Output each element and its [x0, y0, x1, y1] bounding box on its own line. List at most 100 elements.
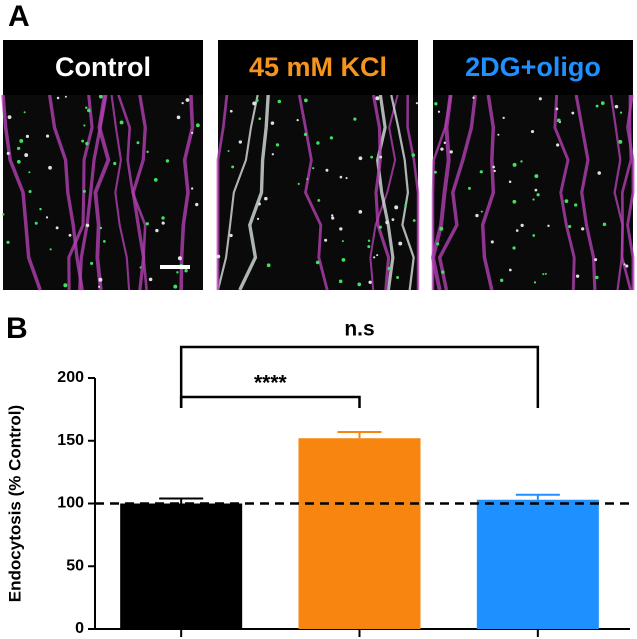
puncta — [475, 213, 479, 218]
neurites — [1, 94, 200, 291]
puncta — [532, 198, 535, 201]
puncta — [602, 222, 607, 227]
puncta — [600, 101, 605, 105]
neurite — [437, 94, 478, 291]
puncta — [195, 123, 200, 128]
puncta — [216, 254, 221, 259]
puncta — [575, 274, 580, 278]
puncta — [303, 132, 308, 136]
neurite — [480, 94, 496, 291]
panel-label: A — [8, 0, 30, 33]
neurite — [117, 94, 148, 291]
puncta — [238, 140, 242, 144]
puncta — [16, 146, 21, 151]
puncta — [440, 147, 444, 151]
puncta — [45, 216, 49, 219]
puncta — [376, 254, 379, 257]
puncta — [146, 150, 149, 154]
neurite — [216, 94, 259, 291]
puncta — [81, 139, 85, 143]
puncta — [229, 233, 233, 238]
scale-bar — [160, 265, 190, 269]
puncta — [375, 96, 380, 101]
puncta — [391, 218, 395, 222]
neurite — [626, 94, 635, 290]
puncta — [270, 121, 275, 125]
puncta — [597, 171, 602, 175]
puncta — [594, 258, 598, 262]
puncta — [16, 159, 21, 164]
puncta — [255, 98, 259, 103]
puncta — [82, 189, 86, 193]
puncta — [515, 229, 519, 232]
puncta — [45, 134, 50, 138]
neurite — [553, 94, 576, 291]
puncta — [623, 263, 626, 266]
puncta — [373, 256, 376, 259]
neurite — [406, 94, 420, 290]
puncta — [277, 99, 282, 104]
puncta — [87, 108, 91, 113]
puncta — [547, 224, 550, 228]
puncta — [304, 98, 308, 103]
panel-label: B — [6, 312, 28, 345]
image-title: Control — [55, 52, 151, 82]
puncta — [102, 240, 106, 243]
puncta — [493, 169, 496, 173]
bar — [120, 503, 243, 629]
puncta — [28, 189, 32, 194]
puncta — [536, 193, 540, 197]
puncta — [441, 270, 445, 274]
puncta — [98, 277, 103, 282]
puncta — [258, 202, 261, 206]
puncta — [331, 216, 335, 220]
puncta — [297, 182, 300, 185]
bar — [476, 499, 599, 629]
puncta — [7, 115, 12, 120]
puncta — [341, 240, 344, 243]
puncta — [353, 117, 357, 121]
puncta — [367, 239, 371, 242]
significance-label: **** — [254, 372, 288, 395]
puncta — [195, 202, 199, 207]
puncta — [312, 167, 315, 170]
puncta — [479, 170, 483, 174]
puncta — [161, 221, 165, 225]
puncta — [411, 153, 416, 157]
puncta — [500, 278, 504, 283]
puncta — [534, 188, 538, 192]
puncta — [19, 139, 24, 143]
neurites — [430, 94, 635, 291]
puncta — [275, 143, 280, 147]
puncta — [252, 101, 257, 106]
image-title: 45 mM KCl — [249, 52, 387, 82]
puncta — [415, 102, 419, 105]
neurites — [216, 94, 420, 291]
puncta — [345, 177, 348, 180]
significance-bracket — [179, 395, 361, 408]
puncta — [25, 134, 30, 138]
puncta — [378, 225, 382, 229]
puncta — [256, 217, 260, 220]
puncta — [368, 280, 372, 284]
puncta — [177, 256, 182, 261]
puncta — [556, 118, 561, 123]
puncta — [468, 186, 471, 190]
puncta — [98, 285, 101, 288]
puncta — [325, 168, 329, 172]
puncta — [532, 234, 536, 237]
puncta — [98, 94, 103, 99]
puncta — [136, 141, 140, 145]
puncta — [23, 111, 26, 114]
neurite — [431, 94, 453, 290]
puncta — [439, 226, 444, 231]
puncta — [480, 210, 483, 213]
puncta — [119, 120, 124, 125]
puncta — [173, 284, 178, 289]
y-tick-label: 0 — [75, 620, 84, 637]
puncta — [434, 170, 437, 174]
puncta — [28, 171, 31, 174]
puncta — [306, 177, 309, 181]
puncta — [595, 104, 599, 108]
